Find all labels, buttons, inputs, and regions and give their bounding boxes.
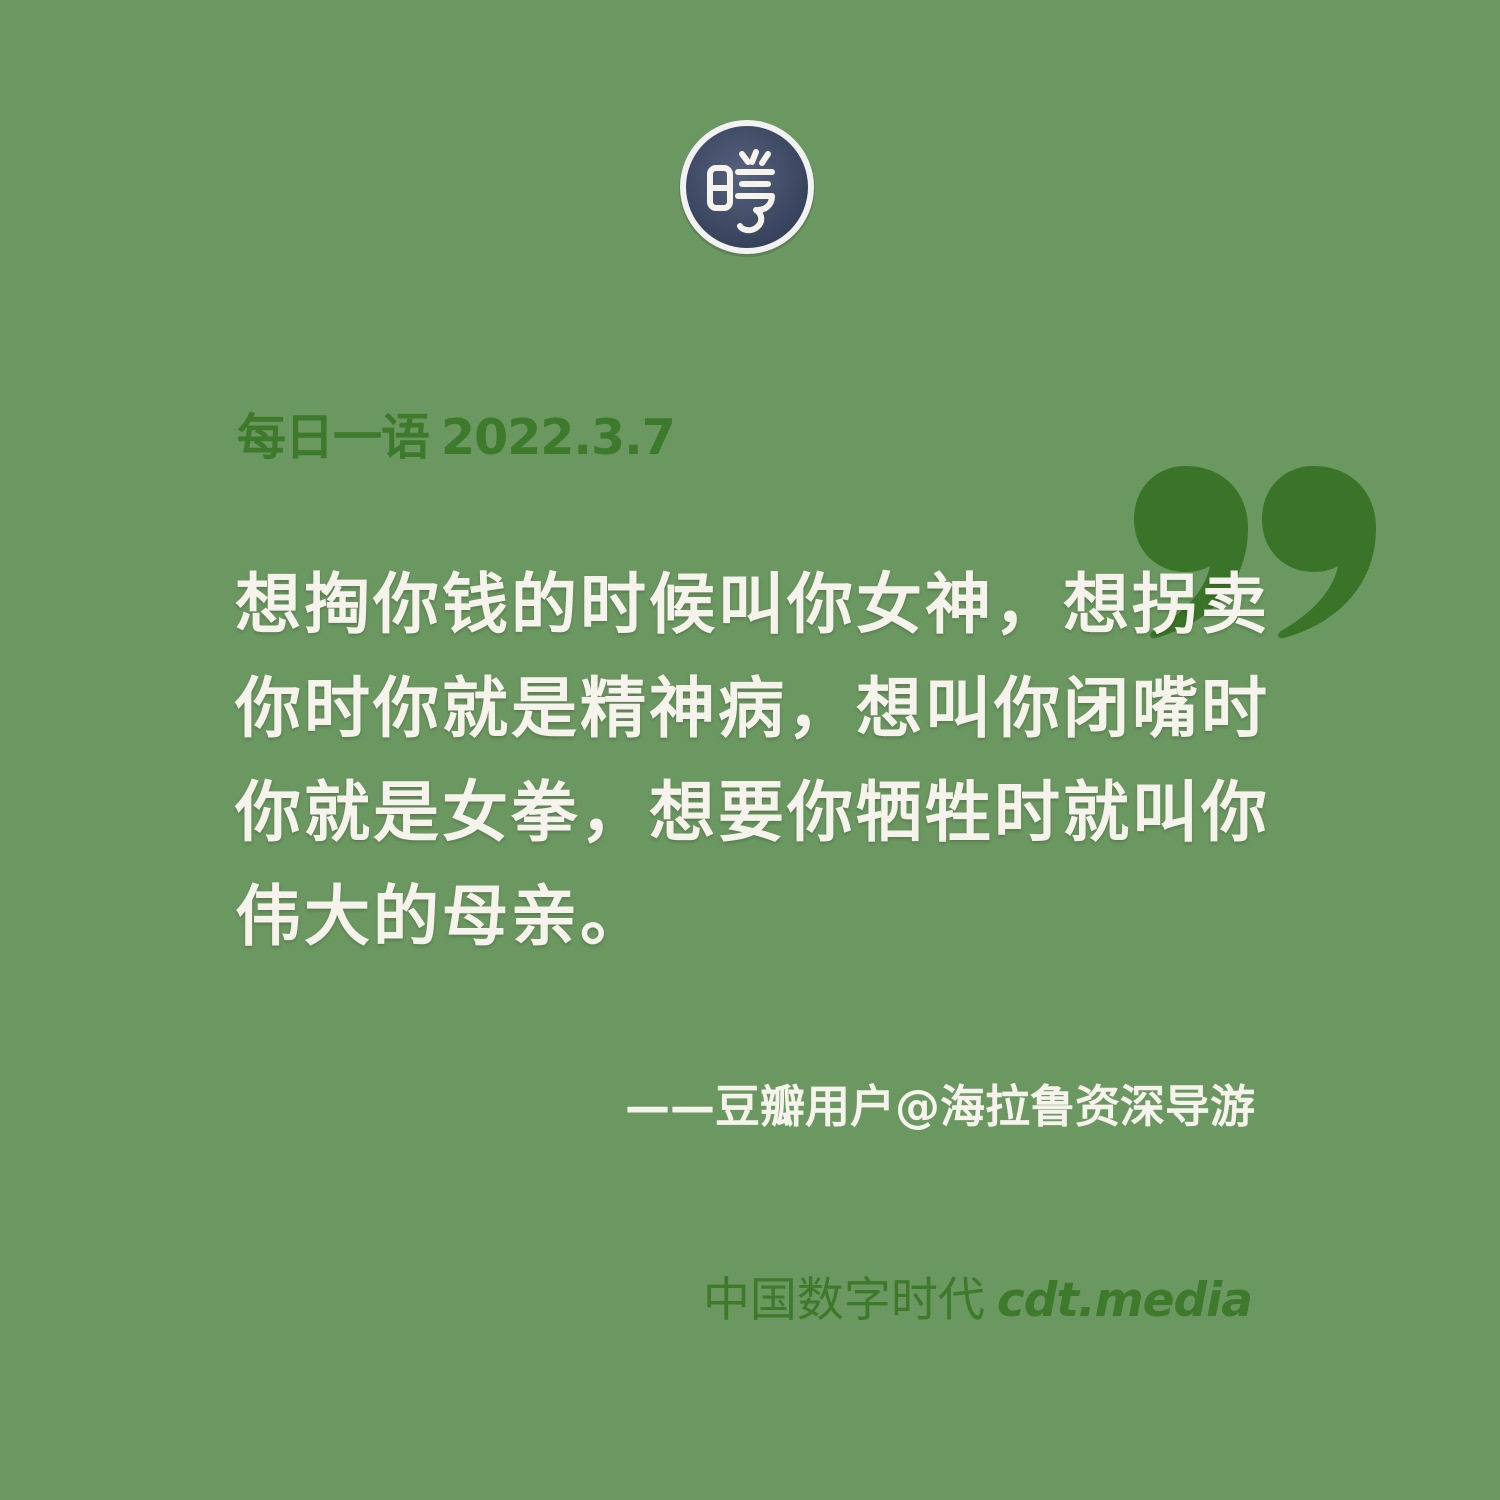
quote-text: 想掏你钱的时候叫你女神，想拐卖你时你就是精神病，想叫你闭嘴时你就是女拳，想要你牺… <box>235 565 1270 955</box>
daily-quote-label: 每日一语 <box>237 409 430 466</box>
footer-brand: 中国数字时代 cdt.media <box>702 1268 1253 1334</box>
brand-name: 中国数字时代 <box>702 1273 985 1328</box>
daily-quote-heading: 每日一语 2022.3.7 <box>237 405 676 471</box>
brand-url: cdt.media <box>996 1273 1253 1328</box>
closing-quote-icon <box>1134 466 1376 639</box>
cdt-seal-logo-icon <box>679 120 815 257</box>
date-label: 2022.3.7 <box>441 409 676 466</box>
quote-attribution: ——豆瓣用户@海拉鲁资深导游 <box>624 1080 1255 1133</box>
